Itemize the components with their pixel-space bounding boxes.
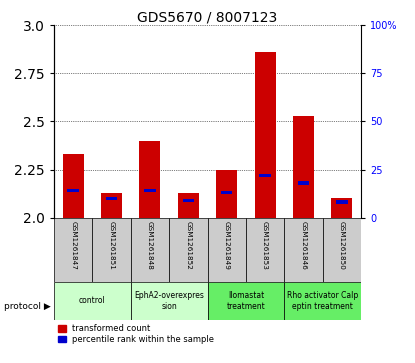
Bar <box>284 282 361 320</box>
Text: control: control <box>79 296 106 305</box>
Bar <box>101 193 122 217</box>
Bar <box>254 52 276 217</box>
Bar <box>298 181 309 185</box>
Bar <box>259 174 271 177</box>
Bar <box>54 217 92 282</box>
Text: GSM1261852: GSM1261852 <box>186 221 191 270</box>
Bar <box>323 217 361 282</box>
Bar <box>221 191 232 194</box>
Text: GSM1261850: GSM1261850 <box>339 221 345 270</box>
Bar <box>331 198 352 217</box>
Text: Rho activator Calp
eptin treatment: Rho activator Calp eptin treatment <box>287 291 358 311</box>
Bar <box>54 282 131 320</box>
Text: EphA2-overexpres
sion: EphA2-overexpres sion <box>134 291 204 311</box>
Bar <box>63 154 84 217</box>
Legend: transformed count, percentile rank within the sample: transformed count, percentile rank withi… <box>58 324 214 344</box>
Text: GSM1261849: GSM1261849 <box>224 221 229 270</box>
Bar <box>293 116 314 217</box>
Bar <box>131 217 169 282</box>
Bar <box>208 217 246 282</box>
Text: Ilomastat
treatment: Ilomastat treatment <box>227 291 265 311</box>
Bar <box>144 189 156 192</box>
Text: GSM1261851: GSM1261851 <box>109 221 115 270</box>
Text: GSM1261846: GSM1261846 <box>300 221 306 270</box>
Bar <box>208 282 284 320</box>
Bar <box>183 199 194 202</box>
Bar <box>216 170 237 217</box>
Bar <box>106 197 117 200</box>
Text: GSM1261853: GSM1261853 <box>262 221 268 270</box>
Bar <box>67 189 79 192</box>
Bar <box>246 217 284 282</box>
Text: GSM1261847: GSM1261847 <box>70 221 76 270</box>
Text: protocol ▶: protocol ▶ <box>4 302 51 311</box>
Bar <box>336 200 348 204</box>
Bar <box>139 141 161 217</box>
Title: GDS5670 / 8007123: GDS5670 / 8007123 <box>137 10 278 24</box>
Bar <box>169 217 208 282</box>
Text: GSM1261848: GSM1261848 <box>147 221 153 270</box>
Bar <box>178 193 199 217</box>
Bar <box>284 217 323 282</box>
Bar <box>93 217 131 282</box>
Bar <box>131 282 208 320</box>
